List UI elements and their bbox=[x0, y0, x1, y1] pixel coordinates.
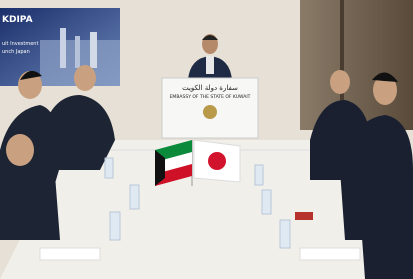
bottle bbox=[105, 158, 113, 178]
person-head bbox=[330, 70, 350, 94]
podium: سفارة دولة الكويت EMBASSY OF THE STATE O… bbox=[162, 78, 258, 138]
bottle bbox=[262, 190, 271, 214]
screen-line: uit Investment bbox=[2, 41, 38, 47]
screen-line: unch Japan bbox=[2, 49, 30, 55]
tower bbox=[60, 28, 66, 68]
screen-logo: KDIPA bbox=[2, 15, 33, 25]
screen: KDIPA uit Investment unch Japan bbox=[0, 8, 120, 86]
tower bbox=[75, 36, 80, 68]
bottle bbox=[110, 212, 120, 240]
paper bbox=[300, 248, 360, 260]
bottle bbox=[280, 220, 290, 248]
bottle bbox=[130, 185, 139, 209]
bottle bbox=[255, 165, 263, 185]
page: KDIPA uit Investment unch Japan سفارة دو… bbox=[0, 0, 413, 279]
tower bbox=[90, 32, 97, 68]
person-suit bbox=[0, 170, 60, 240]
japan-sun bbox=[208, 152, 226, 170]
person-head bbox=[6, 134, 34, 166]
paper bbox=[40, 248, 100, 260]
shirt bbox=[206, 56, 214, 74]
person-head bbox=[74, 65, 96, 91]
emblem bbox=[203, 105, 217, 119]
phone bbox=[295, 212, 313, 220]
podium-arabic: سفارة دولة الكويت bbox=[182, 84, 238, 92]
photo: KDIPA uit Investment unch Japan سفارة دو… bbox=[0, 0, 413, 279]
podium-english: EMBASSY OF THE STATE OF KUWAIT bbox=[170, 94, 251, 100]
